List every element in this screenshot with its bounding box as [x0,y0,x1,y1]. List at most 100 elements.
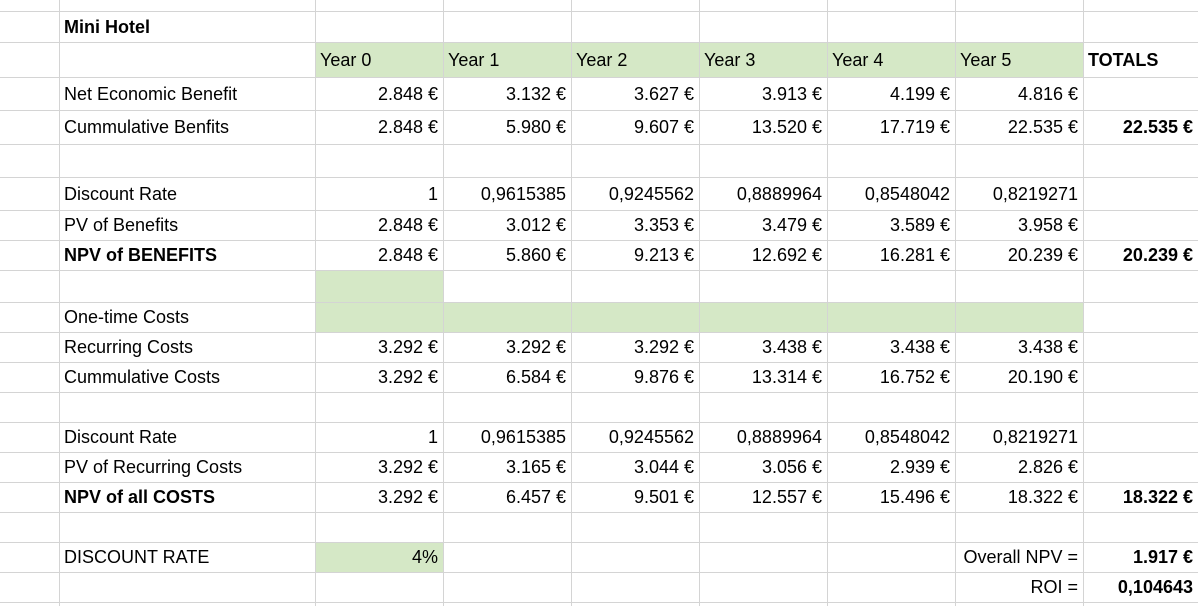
value-cell[interactable]: 3.958 € [1017,215,1078,235]
grid-row-line [0,362,1198,363]
value-cell[interactable]: 0,8548042 [864,427,950,447]
value-cell[interactable]: 5.860 € [505,245,566,265]
input-cell-fill [955,43,1083,77]
value-cell[interactable]: 18.322 € [1007,487,1078,507]
input-cell-fill [315,303,443,332]
value-cell[interactable]: 0,8219271 [992,183,1078,204]
value-cell[interactable]: 3.438 € [1017,337,1078,357]
summary-label[interactable]: ROI = [1030,577,1078,597]
value-cell[interactable]: 0,9245562 [608,183,694,204]
value-cell[interactable]: 2.848 € [377,83,438,104]
value-cell[interactable]: 3.292 € [633,337,694,357]
value-cell[interactable]: 20.239 € [1007,245,1078,265]
value-cell[interactable]: 3.292 € [377,367,438,387]
value-cell[interactable]: 6.584 € [505,367,566,387]
value-cell[interactable]: 3.132 € [505,83,566,104]
total-cell[interactable]: 20.239 € [1122,245,1193,265]
row-label[interactable]: NPV of BENEFITS [64,245,218,265]
value-cell[interactable]: 13.520 € [751,117,822,137]
year-header[interactable]: Year 0 [320,49,372,70]
row-label[interactable]: Discount Rate [64,427,178,447]
summary-value[interactable]: 1.917 € [1132,547,1193,567]
value-cell[interactable]: 3.292 € [377,487,438,507]
value-cell[interactable]: 0,9615385 [480,427,566,447]
year-header[interactable]: Year 1 [448,49,500,70]
year-header[interactable]: Year 2 [576,49,628,70]
value-cell[interactable]: 3.012 € [505,215,566,235]
year-header[interactable]: TOTALS [1088,49,1159,70]
value-cell[interactable]: 3.479 € [761,215,822,235]
total-cell[interactable]: 18.322 € [1122,487,1193,507]
value-cell[interactable]: 3.627 € [633,83,694,104]
value-cell[interactable]: 9.213 € [633,245,694,265]
value-cell[interactable]: 3.913 € [761,83,822,104]
value-cell[interactable]: 12.557 € [751,487,822,507]
value-cell[interactable]: 3.589 € [889,215,950,235]
value-cell[interactable]: 0,8219271 [992,427,1078,447]
value-cell[interactable]: 2.826 € [1017,457,1078,477]
value-cell[interactable]: 3.438 € [761,337,822,357]
row-label[interactable]: Recurring Costs [64,337,194,357]
summary-value[interactable]: 0,104643 [1117,577,1193,597]
value-cell[interactable]: 22.535 € [1007,117,1078,137]
row-label[interactable]: Cummulative Costs [64,367,221,387]
row-label[interactable]: DISCOUNT RATE [64,547,210,567]
value-cell[interactable]: 0,8889964 [736,183,822,204]
value-cell[interactable]: 2.939 € [889,457,950,477]
year-header[interactable]: Year 3 [704,49,756,70]
grid-row-line [0,572,1198,573]
value-cell[interactable]: 3.438 € [889,337,950,357]
value-cell[interactable]: 0,9245562 [608,427,694,447]
value-cell[interactable]: 5.980 € [505,117,566,137]
row-label[interactable]: Cummulative Benfits [64,117,230,137]
year-header[interactable]: Year 4 [832,49,884,70]
value-cell[interactable]: 15.496 € [879,487,950,507]
value-cell[interactable]: 1 [427,427,438,447]
value-cell[interactable]: 3.292 € [377,337,438,357]
row-label[interactable]: PV of Recurring Costs [64,457,243,477]
total-cell[interactable]: 22.535 € [1122,117,1193,137]
value-cell[interactable]: 4% [411,547,438,567]
row-label[interactable]: Net Economic Benefit [64,83,238,104]
value-cell[interactable]: 13.314 € [751,367,822,387]
value-cell[interactable]: 3.044 € [633,457,694,477]
value-cell[interactable]: 9.501 € [633,487,694,507]
value-cell[interactable]: 2.848 € [377,245,438,265]
value-cell[interactable]: 4.816 € [1017,83,1078,104]
sheet-title[interactable]: Mini Hotel [64,16,150,37]
value-cell[interactable]: 16.752 € [879,367,950,387]
row-label[interactable]: PV of Benefits [64,215,179,235]
input-cell-fill [827,303,955,332]
grid-row-line [0,144,1198,145]
grid-row-line [0,110,1198,111]
value-cell[interactable]: 0,8548042 [864,183,950,204]
value-cell[interactable]: 9.607 € [633,117,694,137]
value-cell[interactable]: 3.056 € [761,457,822,477]
value-cell[interactable]: 3.165 € [505,457,566,477]
value-cell[interactable]: 2.848 € [377,117,438,137]
value-cell[interactable]: 6.457 € [505,487,566,507]
input-cell-fill [315,43,443,77]
value-cell[interactable]: 0,9615385 [480,183,566,204]
value-cell[interactable]: 12.692 € [751,245,822,265]
value-cell[interactable]: 17.719 € [879,117,950,137]
value-cell[interactable]: 1 [427,183,438,204]
summary-label[interactable]: Overall NPV = [963,547,1078,567]
row-label[interactable]: Discount Rate [64,183,178,204]
value-cell[interactable]: 9.876 € [633,367,694,387]
row-label[interactable]: NPV of all COSTS [64,487,216,507]
value-cell[interactable]: 2.848 € [377,215,438,235]
grid-row-line [0,42,1198,43]
grid-row-line [0,240,1198,241]
value-cell[interactable]: 4.199 € [889,83,950,104]
value-cell[interactable]: 3.353 € [633,215,694,235]
value-cell[interactable]: 3.292 € [505,337,566,357]
row-label[interactable]: One-time Costs [64,307,190,327]
grid-column-line [955,0,956,606]
value-cell[interactable]: 3.292 € [377,457,438,477]
year-header[interactable]: Year 5 [960,49,1012,70]
value-cell[interactable]: 0,8889964 [736,427,822,447]
grid-row-line [0,392,1198,393]
value-cell[interactable]: 16.281 € [879,245,950,265]
value-cell[interactable]: 20.190 € [1007,367,1078,387]
